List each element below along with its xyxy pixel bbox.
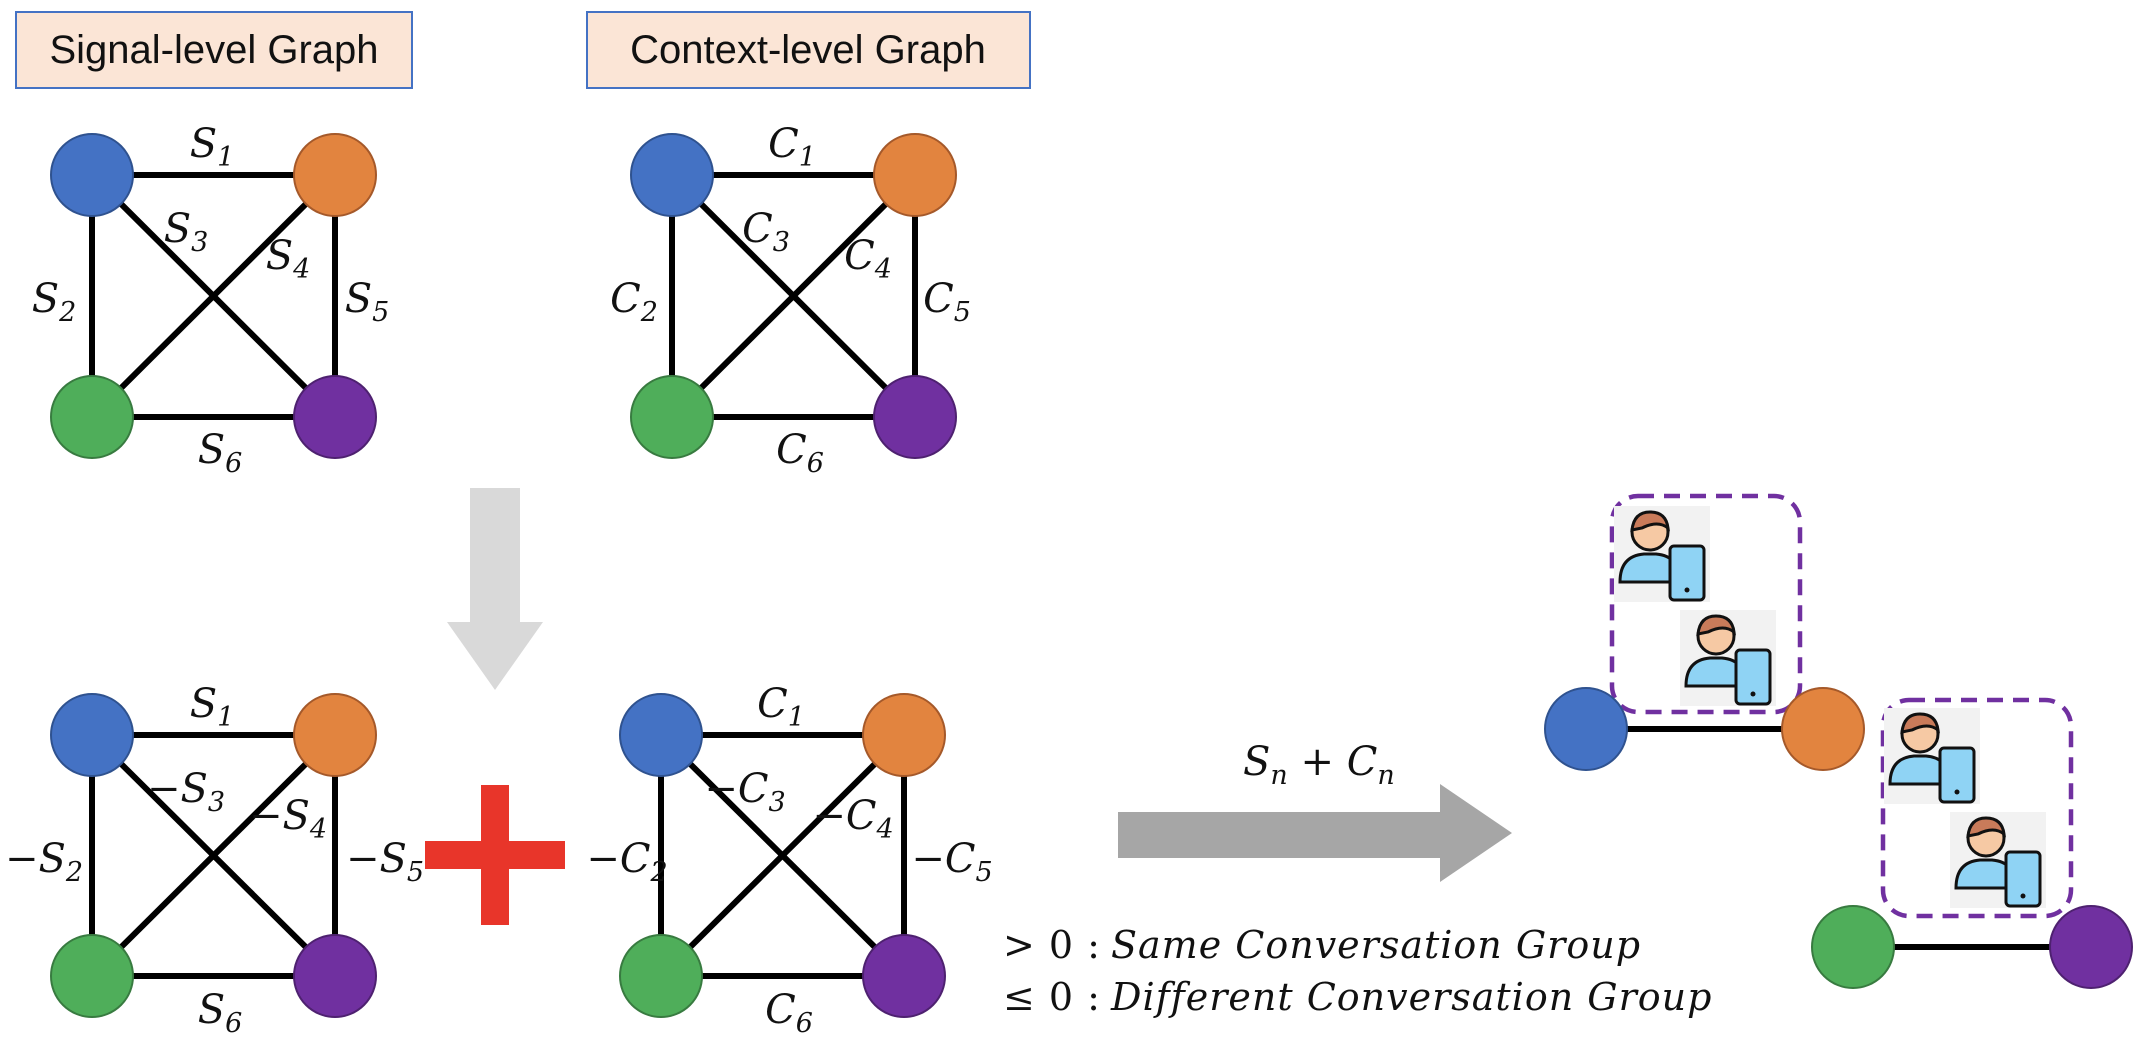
result-group-2 — [1811, 697, 2133, 989]
node-blue — [50, 133, 134, 217]
node-blue — [50, 693, 134, 777]
person-phone-icon — [1948, 810, 2048, 910]
node-purple — [862, 934, 946, 1018]
node-green — [50, 934, 134, 1018]
svg-text:Signal-level Graph: Signal-level Graph — [49, 28, 378, 72]
node-orange — [873, 133, 957, 217]
edge-label-s1: S1 — [190, 121, 235, 173]
context-level-graph: C1 C2 C3 C4 C5 C6 — [610, 121, 971, 479]
legend-different-group: ≤ 0 : Different Conversation Group — [1003, 975, 1712, 1019]
right-arrow — [1118, 784, 1512, 882]
node-purple — [293, 375, 377, 459]
svg-text:Context-level Graph: Context-level Graph — [630, 28, 986, 72]
node-purple — [293, 934, 377, 1018]
person-phone-icon — [1882, 706, 1982, 806]
edge-s4 — [89, 732, 338, 979]
edge-label-s3: S3 — [164, 206, 209, 258]
person-phone-icon — [1678, 608, 1778, 708]
edge-label-s2: S2 — [32, 276, 77, 328]
node-orange — [293, 133, 377, 217]
edge-c4 — [669, 172, 918, 420]
signal-graph-title: Signal-level Graph — [15, 11, 413, 89]
edge-label-c3: −C3 — [704, 766, 785, 818]
node-purple — [2049, 905, 2133, 989]
node-blue — [619, 693, 703, 777]
person-phone-icon — [1612, 504, 1712, 604]
edge-s4 — [89, 172, 338, 420]
edge-label-c2: −C2 — [586, 836, 667, 888]
node-green — [630, 375, 714, 459]
edge-label-s2: −S2 — [5, 836, 83, 888]
edge-label-s1: S1 — [190, 681, 235, 733]
node-green — [1811, 905, 1895, 989]
signal-level-graph: S1 S2 S3 S4 S5 S6 — [32, 121, 390, 479]
edge-label-c6: C6 — [765, 987, 813, 1039]
edge-label-c5: −C5 — [911, 836, 992, 888]
edge-label-c4: −C4 — [812, 793, 893, 845]
edge-label-c2: C2 — [610, 276, 658, 328]
result-group-1 — [1544, 493, 1865, 771]
edge-label-s5: S5 — [345, 276, 390, 328]
edge-label-s4: S4 — [266, 233, 311, 285]
edge-label-c5: C5 — [923, 276, 971, 328]
legend-same-group: > 0 : Same Conversation Group — [1003, 923, 1641, 967]
edge-label-c1: C1 — [757, 681, 805, 733]
edge-c4 — [658, 732, 907, 979]
edge-label-c3: C3 — [742, 206, 790, 258]
edge-label-s3: −S3 — [147, 766, 225, 818]
node-green — [50, 375, 134, 459]
edge-label-c1: C1 — [768, 121, 816, 173]
edge-label-s6: S6 — [198, 427, 243, 479]
edge-label-s6: S6 — [198, 987, 243, 1039]
signed-signal-graph: S1 −S2 −S3 −S4 −S5 S6 — [5, 681, 424, 1039]
signed-context-graph: C1 −C2 −C3 −C4 −C5 C6 — [586, 681, 992, 1039]
edge-label-s5: −S5 — [346, 836, 424, 888]
node-purple — [873, 375, 957, 459]
edge-label-c6: C6 — [776, 427, 824, 479]
node-orange — [293, 693, 377, 777]
node-blue — [1544, 687, 1628, 771]
edge-label-s4: −S4 — [249, 793, 327, 845]
node-orange — [862, 693, 946, 777]
down-arrow — [447, 488, 543, 690]
sum-label: Sn + Cn — [1243, 739, 1395, 791]
node-blue — [630, 133, 714, 217]
edge-label-c4: C4 — [844, 233, 892, 285]
context-graph-title: Context-level Graph — [586, 11, 1031, 89]
plus-icon — [425, 785, 565, 925]
node-green — [619, 934, 703, 1018]
node-orange — [1781, 687, 1865, 771]
